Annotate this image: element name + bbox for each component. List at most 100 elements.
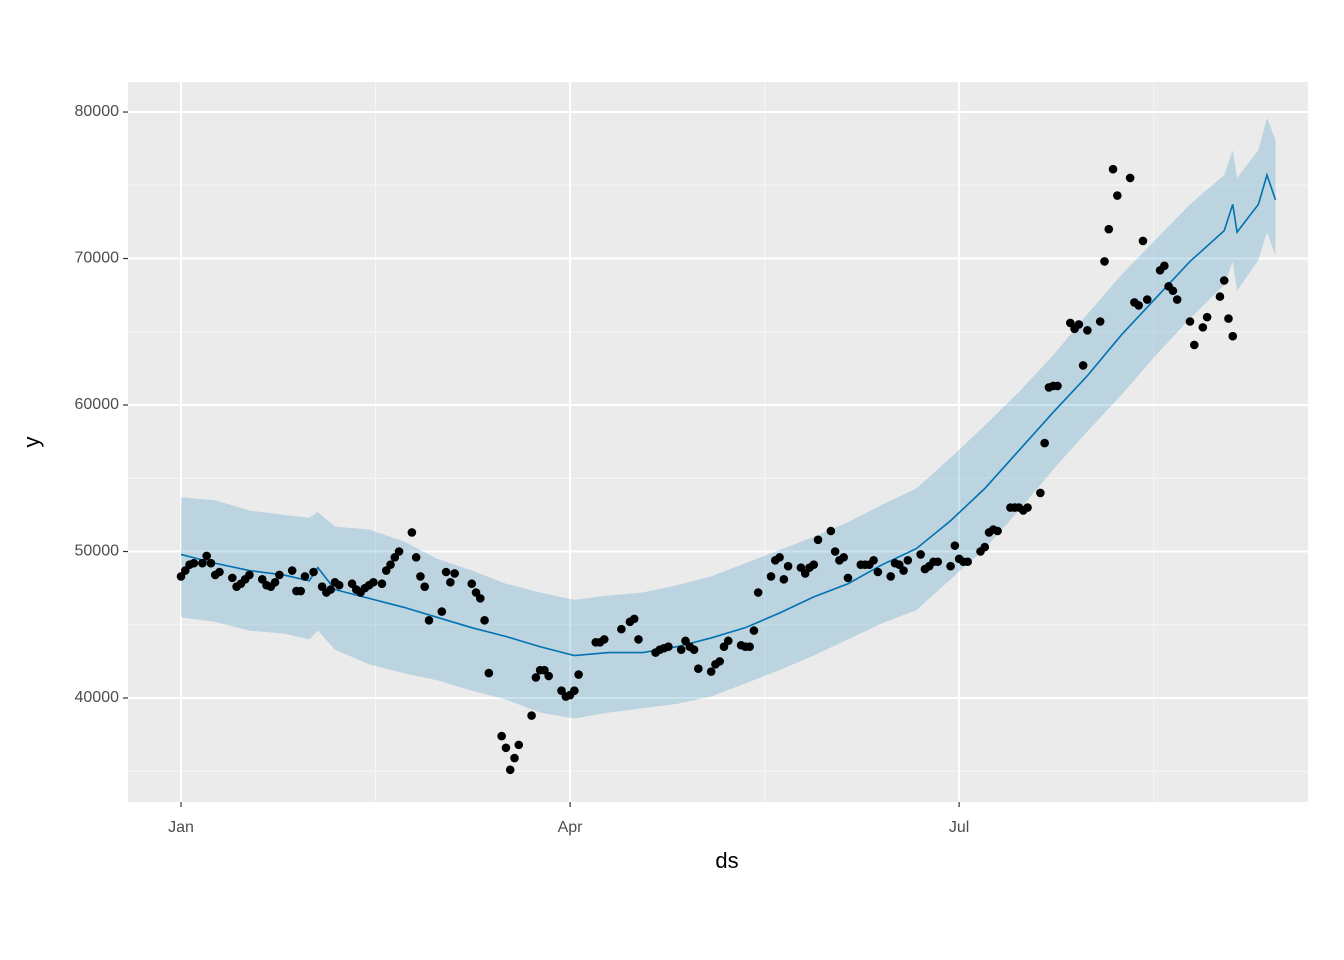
observed-point: [1036, 488, 1045, 498]
observed-point: [1053, 381, 1062, 391]
observed-point: [903, 555, 913, 565]
observed-point: [664, 642, 673, 652]
observed-point: [715, 657, 725, 666]
observed-point: [993, 526, 1002, 536]
observed-point: [1168, 286, 1178, 296]
observed-point: [570, 686, 579, 695]
observed-point: [775, 553, 784, 562]
observed-point: [869, 555, 878, 565]
observed-point: [779, 575, 789, 584]
observed-point: [202, 551, 211, 561]
observed-point: [963, 557, 972, 567]
observed-point: [1040, 438, 1049, 448]
observed-point: [574, 670, 583, 679]
observed-point: [544, 671, 553, 681]
observed-point: [411, 553, 421, 562]
observed-point: [527, 711, 536, 720]
observed-point: [599, 635, 609, 644]
observed-point: [1142, 295, 1152, 304]
observed-point: [215, 567, 224, 577]
observed-point: [467, 579, 477, 589]
uncertainty-band: [181, 117, 1276, 719]
observed-point: [446, 577, 455, 587]
y-tick-label: 70000: [75, 250, 120, 267]
observed-point: [484, 668, 494, 678]
observed-point: [275, 570, 284, 580]
observed-point: [228, 573, 237, 583]
observed-point: [766, 572, 776, 581]
observed-point: [1078, 361, 1088, 370]
observed-point: [287, 566, 297, 575]
observed-point: [296, 586, 306, 596]
observed-point: [334, 580, 344, 590]
y-tick-label: 50000: [75, 543, 120, 560]
x-tick-label: Apr: [558, 819, 584, 836]
observed-point: [1185, 317, 1195, 326]
observed-point: [450, 569, 459, 578]
observed-point: [441, 567, 451, 577]
observed-point: [475, 594, 485, 603]
observed-point: [497, 731, 506, 741]
forecast-line: [180, 172, 1277, 657]
observed-point: [416, 572, 425, 581]
observed-point: [245, 570, 254, 580]
observed-point: [1074, 320, 1084, 329]
observed-point: [916, 550, 925, 559]
observed-point: [377, 579, 387, 589]
observed-point: [424, 616, 434, 625]
observed-point: [1104, 224, 1114, 234]
observed-point: [706, 667, 716, 676]
observed-point: [813, 535, 823, 545]
observed-point: [1228, 331, 1238, 341]
observed-point: [510, 753, 519, 763]
observed-point: [745, 642, 754, 652]
observed-point: [437, 607, 447, 616]
observed-point: [950, 541, 960, 550]
observed-point: [505, 765, 515, 775]
observed-point: [689, 645, 699, 654]
observed-point: [300, 572, 310, 581]
observed-point: [946, 561, 955, 571]
observed-point: [1113, 191, 1122, 200]
observed-point: [899, 566, 908, 575]
observed-point: [501, 743, 511, 753]
observed-point: [1219, 276, 1229, 285]
observed-point: [1023, 503, 1032, 512]
observed-point: [1100, 257, 1109, 266]
observed-point: [753, 588, 763, 597]
observed-point: [189, 558, 199, 568]
observed-point: [809, 560, 819, 569]
observed-point: [749, 626, 759, 635]
observed-point: [839, 553, 848, 562]
observed-point: [514, 740, 524, 750]
observed-point: [676, 645, 686, 654]
observed-point: [198, 558, 207, 568]
observed-point: [1083, 326, 1092, 335]
observed-point: [309, 567, 318, 577]
observed-point: [270, 577, 280, 587]
observed-point: [386, 560, 395, 569]
observed-point: [1160, 261, 1169, 271]
observed-point: [420, 582, 430, 591]
observed-point: [206, 558, 216, 568]
y-axis-title: y: [19, 437, 44, 448]
y-tick-label: 40000: [75, 689, 120, 706]
observed-point: [1189, 340, 1199, 350]
plot-panel: [128, 82, 1308, 802]
observed-point: [1202, 312, 1212, 322]
observed-point: [617, 624, 626, 634]
observed-point: [830, 547, 840, 556]
observed-point: [1095, 317, 1105, 326]
observed-point: [873, 567, 883, 577]
x-axis-title: ds: [715, 848, 738, 873]
grid: [128, 82, 1308, 802]
observed-point: [1224, 314, 1233, 323]
observed-point: [407, 528, 417, 537]
x-tick-label: Jul: [949, 819, 969, 836]
observed-point: [980, 542, 990, 552]
observed-point: [826, 526, 836, 536]
observed-point: [326, 585, 335, 594]
observed-point: [1215, 292, 1225, 301]
